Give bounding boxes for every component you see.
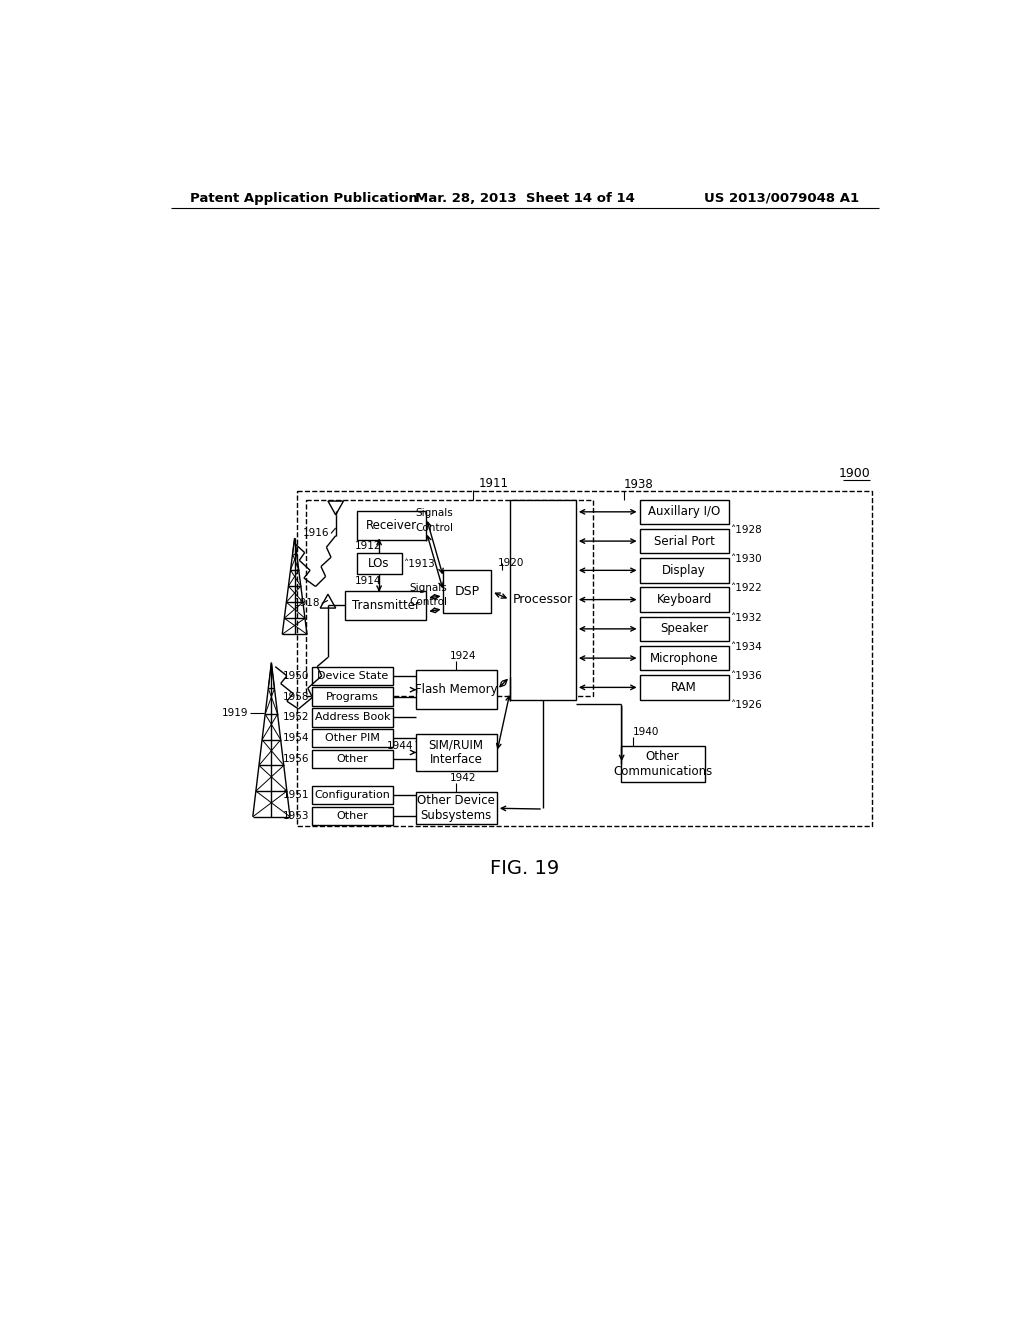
Text: ˄1930: ˄1930 (730, 554, 762, 564)
Bar (640, 587, 729, 612)
Text: 1900: 1900 (839, 467, 870, 480)
Text: Other
Communications: Other Communications (613, 750, 713, 777)
Text: 1942: 1942 (450, 774, 476, 783)
Bar (640, 616, 729, 642)
Text: Signals: Signals (416, 508, 453, 519)
Text: Configuration: Configuration (314, 791, 390, 800)
Text: Patent Application Publication: Patent Application Publication (190, 191, 418, 205)
Bar (311, 807, 393, 825)
Text: Flash Memory: Flash Memory (415, 684, 498, 696)
Text: ˄1928: ˄1928 (730, 525, 762, 535)
Bar (640, 529, 729, 553)
Text: ˄1926: ˄1926 (730, 701, 762, 710)
Text: ˄1936: ˄1936 (730, 671, 762, 681)
Text: Display: Display (663, 564, 706, 577)
Bar (311, 667, 393, 685)
Text: 1918: 1918 (294, 598, 321, 609)
Text: Control: Control (415, 523, 454, 533)
Bar (297, 491, 872, 826)
Text: 1911: 1911 (479, 478, 509, 490)
Text: 1938: 1938 (624, 478, 653, 491)
Text: 1920: 1920 (498, 557, 524, 568)
Text: 1953: 1953 (283, 810, 309, 821)
Bar (311, 708, 393, 726)
Text: Control: Control (410, 597, 447, 607)
Text: Keyboard: Keyboard (656, 593, 712, 606)
Bar (621, 746, 705, 781)
Bar (443, 570, 492, 612)
Text: 1916: 1916 (303, 528, 330, 539)
Bar (416, 734, 497, 771)
Text: ˄1922: ˄1922 (730, 583, 762, 594)
Text: Microphone: Microphone (650, 652, 719, 665)
Text: RAM: RAM (671, 681, 697, 694)
Bar (311, 750, 393, 768)
Bar (311, 688, 393, 706)
Text: Processor: Processor (513, 593, 573, 606)
Text: Device State: Device State (316, 671, 388, 681)
Text: FIG. 19: FIG. 19 (490, 859, 559, 878)
Text: Speaker: Speaker (660, 622, 709, 635)
Text: 1958: 1958 (283, 692, 309, 702)
Text: Receiver: Receiver (366, 519, 417, 532)
Bar (640, 558, 729, 582)
Text: 1944: 1944 (387, 741, 414, 751)
Text: 1956: 1956 (283, 754, 309, 764)
Text: 1912: 1912 (355, 541, 382, 552)
Bar (640, 645, 729, 671)
Text: Serial Port: Serial Port (653, 535, 715, 548)
Text: Other: Other (337, 754, 369, 764)
Text: Address Book: Address Book (314, 713, 390, 722)
Text: 1951: 1951 (283, 791, 309, 800)
Text: Auxillary I/O: Auxillary I/O (648, 506, 720, 519)
Bar (356, 511, 426, 540)
Bar (356, 553, 401, 574)
Text: 1950: 1950 (283, 671, 309, 681)
Bar (311, 729, 393, 747)
Text: Other PIM: Other PIM (325, 733, 380, 743)
Bar (345, 591, 426, 619)
Text: Other: Other (337, 810, 369, 821)
Bar (510, 499, 575, 700)
Text: 1940: 1940 (633, 727, 658, 737)
Text: 1952: 1952 (283, 713, 309, 722)
Bar (306, 499, 593, 696)
Text: Mar. 28, 2013  Sheet 14 of 14: Mar. 28, 2013 Sheet 14 of 14 (415, 191, 635, 205)
Text: Signals: Signals (410, 583, 447, 593)
Text: 1914: 1914 (355, 576, 382, 586)
Text: ˄1913: ˄1913 (403, 558, 435, 569)
Text: 1924: 1924 (450, 651, 476, 661)
Text: Transmitter: Transmitter (351, 599, 420, 612)
Text: Programs: Programs (326, 692, 379, 702)
Text: DSP: DSP (455, 585, 480, 598)
Text: US 2013/0079048 A1: US 2013/0079048 A1 (705, 191, 859, 205)
Bar (416, 671, 497, 709)
Text: ˄1932: ˄1932 (730, 612, 762, 623)
Bar (311, 785, 393, 804)
Bar (640, 675, 729, 700)
Text: Other Device
Subsystems: Other Device Subsystems (417, 795, 496, 822)
Text: 1954: 1954 (283, 733, 309, 743)
Text: LOs: LOs (369, 557, 390, 570)
Bar (416, 792, 497, 825)
Bar (640, 499, 729, 524)
Text: SIM/RUIM
Interface: SIM/RUIM Interface (429, 738, 483, 767)
Text: 1919: 1919 (221, 708, 248, 718)
Text: ˄1934: ˄1934 (730, 642, 762, 652)
